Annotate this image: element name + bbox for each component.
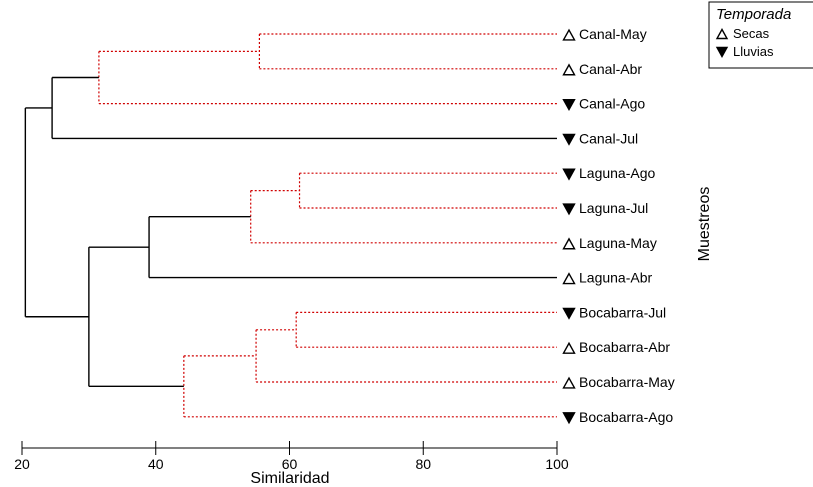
secas-marker-icon bbox=[562, 272, 576, 285]
x-tick-label: 60 bbox=[282, 456, 298, 472]
leaf-labels-group: Canal-May Canal-Abr Canal-Ago Canal-Jul Lagu… bbox=[562, 26, 675, 425]
leaf-label: Bocabarra-Abr bbox=[579, 339, 670, 355]
x-tick-label: 80 bbox=[415, 456, 431, 472]
x-axis-title: Similaridad bbox=[250, 470, 329, 487]
legend-item-label: Secas bbox=[733, 26, 770, 41]
lluvias-marker-icon bbox=[562, 133, 576, 146]
legend-box bbox=[708, 1, 813, 69]
leaf-label: Laguna-Abr bbox=[579, 270, 653, 286]
legend-title: Temporada bbox=[716, 6, 791, 23]
secas-marker-icon bbox=[562, 341, 576, 354]
lluvias-marker-icon bbox=[562, 203, 576, 216]
secas-marker-icon bbox=[562, 63, 576, 76]
leaf-label: Bocabarra-Ago bbox=[579, 409, 673, 425]
legend: Temporada Secas Lluvias bbox=[708, 1, 813, 69]
leaf-label: Bocabarra-Jul bbox=[579, 304, 666, 320]
x-tick-label: 100 bbox=[545, 456, 569, 472]
x-tick-label: 40 bbox=[148, 456, 164, 472]
leaf-label: Bocabarra-May bbox=[579, 374, 675, 390]
secas-marker-icon bbox=[562, 376, 576, 389]
leaf-label: Canal-Abr bbox=[579, 61, 642, 77]
lluvias-marker-icon bbox=[562, 412, 576, 425]
secas-marker-icon bbox=[562, 28, 576, 41]
lluvias-marker-icon bbox=[562, 168, 576, 181]
lluvias-marker-icon bbox=[562, 98, 576, 111]
x-tick-label: 20 bbox=[14, 456, 30, 472]
leaf-label: Canal-Jul bbox=[579, 130, 638, 146]
leaf-label: Canal-Ago bbox=[579, 96, 645, 112]
y-axis-title: Muestreos bbox=[696, 187, 713, 262]
lluvias-legend-icon bbox=[715, 46, 729, 58]
legend-item-label: Lluvias bbox=[733, 44, 774, 59]
leaf-label: Laguna-Jul bbox=[579, 200, 648, 216]
secas-legend-icon bbox=[715, 28, 729, 40]
branches-group bbox=[24, 33, 557, 418]
x-axis: 20 40 60 80 100 bbox=[14, 441, 569, 472]
secas-marker-icon bbox=[562, 237, 576, 250]
leaf-label: Laguna-May bbox=[579, 235, 657, 251]
lluvias-marker-icon bbox=[562, 307, 576, 320]
leaf-label: Canal-May bbox=[579, 26, 647, 42]
leaf-label: Laguna-Ago bbox=[579, 165, 656, 181]
